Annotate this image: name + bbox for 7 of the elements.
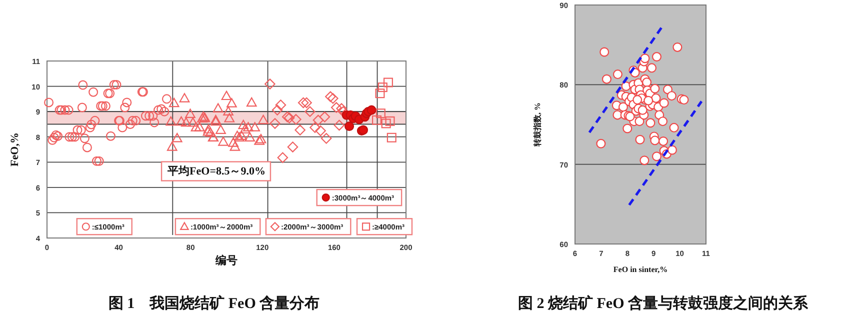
y-axis-title: 转鼓指数, % — [533, 102, 542, 148]
x-axis-title: 编号 — [214, 254, 238, 267]
text: 图 2 烧结矿 FeO 含量与转鼓强度之间的关系 — [518, 294, 809, 312]
y-axis-title: FeO,% — [9, 132, 21, 166]
text: 图 1 我国烧结矿 FeO 含量分布 — [108, 294, 320, 312]
x-axis-title: FeO in sinter,% — [613, 265, 668, 274]
annotation: 平均FeO=8.5～9.0% — [166, 164, 266, 178]
